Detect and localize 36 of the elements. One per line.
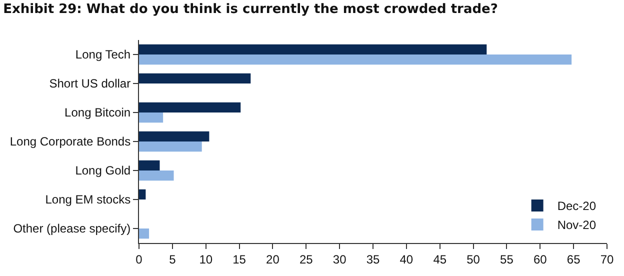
x-tick-label: 65 bbox=[566, 252, 581, 266]
x-tick-label: 45 bbox=[433, 252, 447, 266]
bar bbox=[139, 102, 241, 112]
bar bbox=[139, 142, 202, 152]
y-tick-label: Long Tech bbox=[75, 48, 131, 62]
x-tick-label: 0 bbox=[136, 252, 143, 266]
x-tick-label: 15 bbox=[232, 252, 246, 266]
y-tick-label: Long EM stocks bbox=[45, 192, 131, 207]
bar bbox=[139, 73, 251, 84]
x-tick-label: 55 bbox=[500, 252, 514, 266]
x-tick-label: 10 bbox=[199, 252, 213, 266]
y-tick-label: Other (please specify) bbox=[13, 222, 131, 236]
x-tick-label: 50 bbox=[466, 252, 480, 266]
bar bbox=[139, 170, 174, 181]
x-tick-label: 30 bbox=[332, 252, 347, 266]
legend-label: Dec-20 bbox=[557, 199, 596, 214]
x-tick-label: 40 bbox=[400, 252, 414, 266]
x-tick-label: 60 bbox=[533, 252, 548, 266]
y-tick-label: Long Corporate Bonds bbox=[10, 134, 131, 149]
chart-title: Exhibit 29: What do you think is currently the most crowded trade? bbox=[3, 2, 498, 18]
x-tick-label: 25 bbox=[299, 252, 314, 266]
bar bbox=[139, 54, 572, 65]
y-tick-label: Long Bitcoin bbox=[64, 106, 131, 120]
legend-label: Nov-20 bbox=[557, 218, 596, 232]
x-tick-label: 70 bbox=[600, 252, 614, 266]
x-tick-label: 35 bbox=[366, 252, 380, 266]
bar bbox=[139, 131, 210, 142]
x-tick-label: 5 bbox=[169, 252, 176, 266]
bar bbox=[139, 44, 487, 54]
x-tick-label: 20 bbox=[266, 252, 280, 266]
bar bbox=[139, 112, 164, 123]
bar bbox=[139, 160, 160, 170]
bar bbox=[139, 228, 150, 239]
bar bbox=[139, 189, 146, 200]
y-tick-label: Short US dollar bbox=[49, 76, 131, 91]
y-tick-label: Long Gold bbox=[75, 164, 131, 178]
